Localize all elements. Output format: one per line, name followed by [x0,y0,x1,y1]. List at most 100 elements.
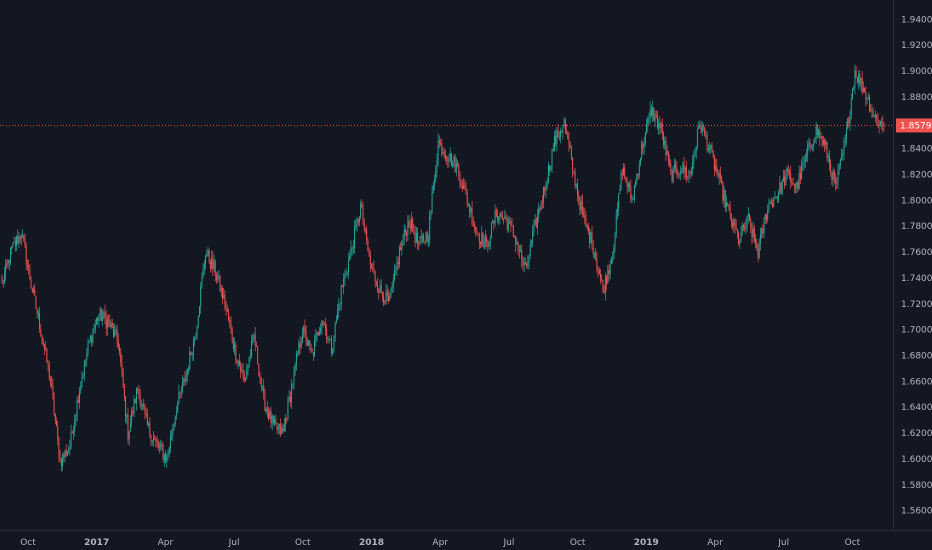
candle-body [209,262,211,269]
candle-body [46,348,48,363]
candle-body [619,190,621,194]
candle-body [576,184,578,196]
candle-body [530,242,532,244]
price-tick-label: 1.82000 [901,171,932,181]
candle-body [444,153,446,159]
price-tick-label: 1.76000 [901,248,932,258]
candle-body [318,331,320,336]
candle-body [568,139,570,146]
candle-body [446,158,448,160]
candle-body [579,198,581,211]
candle-body [263,385,265,394]
candle-body [7,259,9,265]
candle-body [522,259,524,265]
candle-body [718,173,720,178]
candle-body [631,198,633,200]
candle-body [172,428,174,436]
candle-body [6,263,8,265]
candle-body [450,153,452,167]
candle-body [291,385,293,402]
candle-body [871,110,873,111]
candle-body [742,224,744,228]
candle-body [435,170,437,180]
candle-body [358,217,360,223]
candle-body [29,267,31,281]
candle-body [105,318,107,329]
candle-body [75,415,77,421]
candle-body [308,340,310,346]
candle-body [251,340,253,356]
candle-body [157,443,159,448]
candle-body [178,391,180,403]
time-tick-label: Apr [707,538,723,548]
candle-body [848,118,850,124]
candle-body [201,277,203,287]
candle-body [604,275,606,294]
candle-body [606,275,608,284]
candle-body [364,228,366,230]
candle-body [682,163,684,172]
candle-body [268,412,270,419]
candle-body [873,116,875,118]
candle-body [670,163,672,171]
candle-body [740,231,742,240]
candle-body [791,182,793,184]
candle-body [202,268,204,278]
candle-body [42,338,44,345]
candle-body [30,280,32,288]
candle-body [510,221,512,226]
candle-body [763,219,765,234]
candle-body [868,96,870,111]
candle-body [812,145,814,147]
time-tick-label: 2019 [634,538,659,548]
candle-body [472,224,474,225]
price-tick-label: 1.72000 [901,300,932,310]
candle-body [706,135,708,150]
candle-body [570,148,572,158]
candle-body [175,413,177,417]
candle-body [736,229,738,233]
time-tick-label: 2017 [84,538,109,548]
candle-body [705,135,707,137]
candle-body [121,362,123,371]
candle-body [773,198,775,207]
candle-body [189,351,191,370]
candle-body [374,271,376,282]
candle-body [504,216,506,219]
candle-body [438,140,440,143]
candle-body [165,454,167,462]
candle-body [872,110,874,117]
candle-body [184,378,186,382]
candle-body [600,274,601,279]
candle-body [65,450,67,456]
candle-body [344,274,346,279]
candle-body [655,114,657,116]
candle-body [757,248,759,258]
candle-body [466,193,468,205]
candle-body [436,159,438,171]
candle-body [772,203,774,207]
candle-body [649,109,651,118]
time-axis[interactable]: Oct 2017 Apr Jul Oct 2018 Apr Jul Oct 2019 Apr Jul O… [20,538,860,548]
candle-body [106,319,108,329]
candle-body [490,222,492,238]
candle-body [139,393,141,406]
last-price-tag-background [896,118,932,133]
candle-body [809,142,811,148]
candle-body [861,77,863,92]
candle-body [420,236,422,238]
candle-body [729,207,731,215]
candle-body [320,327,322,332]
candle-body [317,331,319,336]
candle-body [143,403,145,407]
candle-body [520,250,522,252]
time-tick-label: Oct [295,538,311,548]
candle-body [844,139,846,142]
candle-body [858,73,860,82]
candle-body [681,171,683,173]
candle-body [573,170,575,172]
candle-body [70,431,72,448]
candle-body [142,403,144,406]
candle-body [866,98,868,100]
